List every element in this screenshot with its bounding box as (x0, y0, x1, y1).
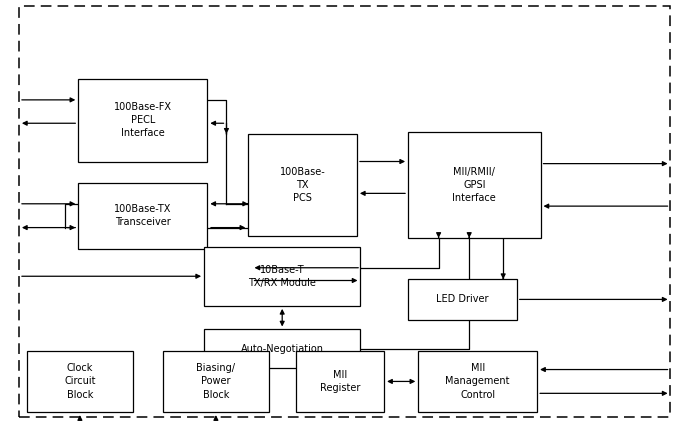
Text: MII
Register: MII Register (320, 370, 360, 393)
Bar (408, 279, 517, 320)
Bar (204, 246, 360, 306)
Bar (296, 351, 384, 412)
Bar (248, 134, 357, 236)
Text: 100Base-FX
PECL
Interface: 100Base-FX PECL Interface (114, 102, 172, 138)
Text: Auto-Negotiation: Auto-Negotiation (241, 343, 324, 354)
Text: MII
Management
Control: MII Management Control (445, 363, 510, 400)
Text: Clock
Circuit
Block: Clock Circuit Block (64, 363, 96, 400)
Bar (78, 79, 207, 162)
Text: MII/RMII/
GPSI
Interface: MII/RMII/ GPSI Interface (452, 167, 496, 203)
Text: 100Base-
TX
PCS: 100Base- TX PCS (279, 167, 326, 203)
Text: 100Base-TX
Transceiver: 100Base-TX Transceiver (114, 204, 171, 227)
Bar (204, 329, 360, 368)
Bar (27, 351, 133, 412)
Bar (408, 132, 541, 238)
Text: 10Base-T
TX/RX Module: 10Base-T TX/RX Module (248, 265, 316, 288)
Bar (78, 183, 207, 249)
Bar (418, 351, 537, 412)
Text: Biasing/
Power
Block: Biasing/ Power Block (197, 363, 235, 400)
Text: LED Driver: LED Driver (436, 295, 489, 304)
Bar (163, 351, 269, 412)
